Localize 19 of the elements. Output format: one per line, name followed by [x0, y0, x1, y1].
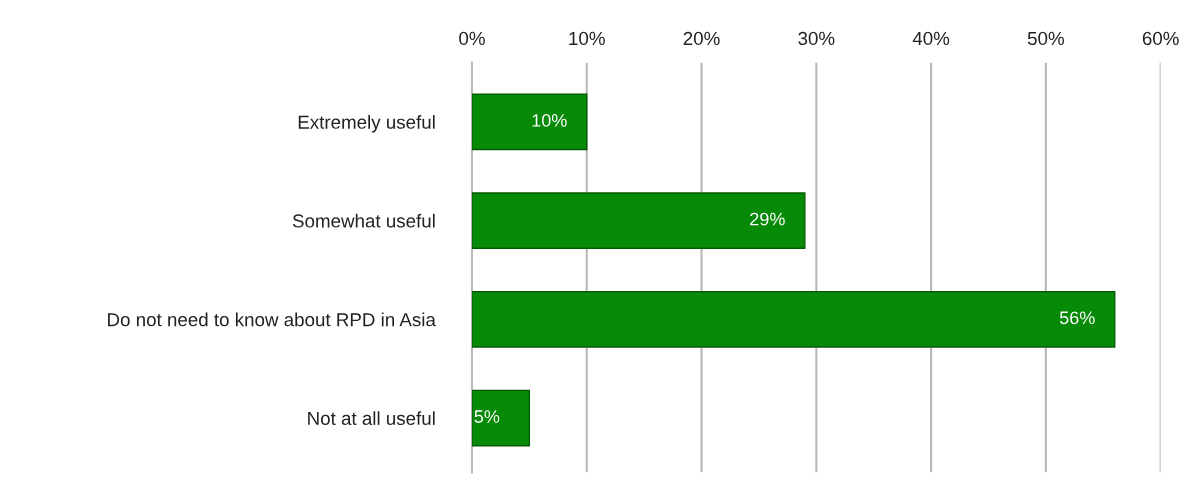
x-tick-label: 10%: [569, 31, 605, 46]
data-label: 5%: [474, 410, 500, 423]
y-tick-label: Extremely useful: [298, 115, 435, 133]
bar: [471, 389, 531, 447]
y-tick-label: Not at all useful: [308, 411, 435, 426]
x-tick-label: 30%: [798, 31, 835, 46]
data-label: 10%: [532, 113, 567, 127]
x-tick-label: 60%: [1142, 31, 1179, 46]
y-tick-label: Somewhat useful: [292, 213, 435, 228]
bar: [471, 93, 588, 151]
x-tick-label: 20%: [683, 31, 720, 46]
x-tick-label: 50%: [1027, 31, 1064, 46]
y-tick-label: Do not need to know about RPD in Asia: [108, 312, 436, 327]
bar: [471, 192, 806, 249]
x-tick-label: 40%: [912, 31, 950, 46]
x-tick-label: 0%: [459, 31, 485, 46]
data-label: 29%: [750, 212, 785, 226]
bar: [471, 291, 1116, 348]
data-label: 56%: [1059, 311, 1095, 325]
